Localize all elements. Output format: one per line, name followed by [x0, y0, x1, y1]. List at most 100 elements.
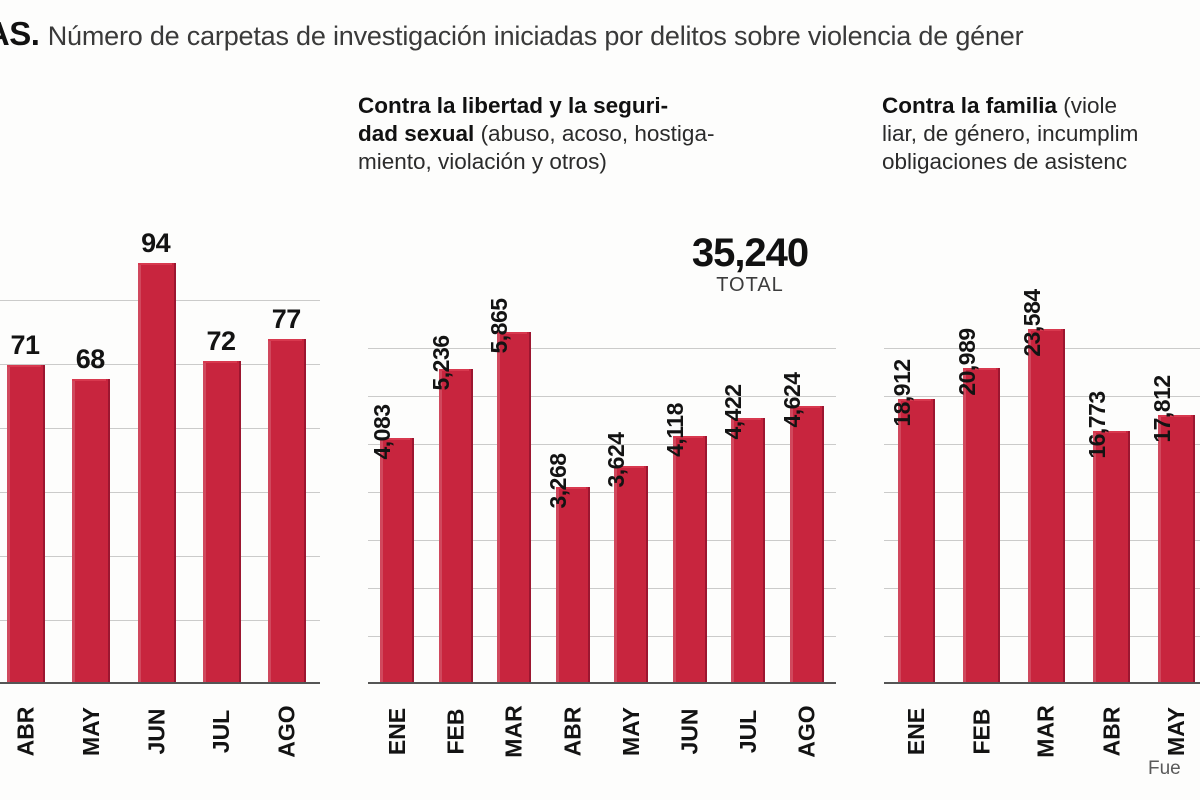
- bar-item[interactable]: 77: [255, 236, 320, 682]
- gridline: [368, 492, 836, 493]
- bar-item[interactable]: 3,624: [602, 300, 661, 682]
- x-axis-label-cell: JUL: [189, 684, 254, 774]
- x-axis-label-cell: ABR: [0, 684, 59, 774]
- bar[interactable]: 72: [203, 326, 241, 682]
- column-heading-1: Contra la libertad y la seguri- dad sexu…: [358, 92, 828, 176]
- chart-libertad-seguridad-sexual: 4,083 5,236 5,865 3,268 3,624 4,118 4,422 4,624…: [368, 298, 837, 758]
- headline: TADAS. Número de carpetas de investigaci…: [0, 14, 1200, 56]
- bar-item[interactable]: 16,773: [1079, 300, 1144, 682]
- bar[interactable]: 77: [268, 304, 307, 682]
- x-axis-label-cell: JUN: [661, 684, 720, 774]
- bar[interactable]: 18,912: [889, 359, 936, 682]
- gridline: [368, 588, 836, 589]
- bar[interactable]: 3,268: [545, 453, 590, 682]
- total-number: 35,240: [691, 231, 809, 275]
- bar-value-label: 20,989: [953, 327, 980, 396]
- x-axis-label: AGO: [793, 705, 820, 758]
- bar-item[interactable]: 17,812: [1144, 300, 1200, 682]
- headline-strong: TADAS.: [0, 15, 40, 52]
- bar-item[interactable]: 71: [0, 236, 59, 682]
- chart-contra-la-familia: 18,91220,98923,58416,77317,81221,212ENEF…: [884, 289, 1200, 758]
- bar[interactable]: 3,624: [603, 432, 649, 682]
- bar-group: 4,083 5,236 5,865 3,268 3,624 4,118 4,422 4,624: [368, 298, 837, 682]
- gridline: [368, 396, 836, 397]
- bar[interactable]: 5,236: [428, 336, 473, 682]
- x-axis-label: JUN: [676, 708, 703, 755]
- bar[interactable]: 4,083: [369, 405, 415, 682]
- headline-subtitle: Número de carpetas de investigación inic…: [47, 21, 1024, 51]
- bar-value-label: 18,912: [888, 359, 915, 427]
- bar-value-label: 68: [75, 343, 106, 374]
- bar-value-label: 17,812: [1148, 375, 1175, 443]
- column-heading-1-line2-rest: (abuso, acoso, hostiga-: [474, 121, 715, 146]
- x-axis-label: FEB: [442, 708, 469, 755]
- bar-item[interactable]: 4,083: [368, 300, 427, 682]
- x-axis-line: [368, 682, 836, 684]
- bar-value-label: 23,584: [1018, 289, 1045, 357]
- bar-item[interactable]: 20,989: [949, 300, 1014, 682]
- bar[interactable]: 17,812: [1149, 375, 1196, 682]
- x-axis-label-cell: FEB: [427, 684, 486, 774]
- x-axis-label: ABR: [559, 706, 586, 757]
- gridline: [368, 444, 836, 445]
- column-heading-1-line1: Contra la libertad y la seguri-: [358, 93, 669, 118]
- bar-item[interactable]: 72: [189, 236, 254, 682]
- column-heading-1-line2-bold: dad sexual: [358, 121, 475, 146]
- x-axis-label-cell: MAY: [602, 684, 661, 774]
- x-axis-line: [884, 682, 1200, 684]
- bar-item[interactable]: 4,624: [778, 300, 837, 682]
- column-heading-2-line1-rest: (viole: [1057, 93, 1118, 118]
- bar-item[interactable]: 23,584: [1014, 289, 1079, 682]
- x-axis-label: JUN: [143, 708, 170, 755]
- bar-item[interactable]: 4,118: [661, 300, 720, 682]
- bar[interactable]: 68: [72, 344, 111, 682]
- bar[interactable]: 5,865: [486, 298, 532, 682]
- bar[interactable]: 4,422: [720, 385, 766, 682]
- x-axis-label: ABR: [1098, 706, 1124, 757]
- bar[interactable]: 4,624: [779, 372, 824, 682]
- x-axis-label-cell: MAY: [59, 684, 124, 774]
- gridline: [368, 540, 836, 541]
- x-axis-label-cell: ENE: [884, 684, 949, 774]
- column-heading-1-line3: miento, violación y otros): [358, 149, 607, 174]
- bar-value-label: 71: [10, 330, 40, 361]
- total-label: TOTAL: [716, 274, 784, 296]
- x-axis-label-cell: FEB: [949, 684, 1014, 774]
- bar-item[interactable]: 4,422: [719, 300, 778, 682]
- plot-area-2: 18,91220,98923,58416,77317,81221,212ENEF…: [884, 289, 1200, 758]
- bar-item[interactable]: 18,912: [884, 300, 949, 682]
- column-heading-2-line2: liar, de género, incumplim: [882, 121, 1139, 146]
- bar[interactable]: 16,773: [1084, 391, 1131, 682]
- x-axis-line: [0, 682, 320, 684]
- bar-item[interactable]: 94: [124, 228, 189, 682]
- plot-area-1: 4,083 5,236 5,865 3,268 3,624 4,118 4,422 4,624…: [368, 298, 837, 758]
- bar-item[interactable]: 5,865: [485, 298, 544, 682]
- bar[interactable]: 20,989: [954, 328, 1001, 682]
- x-axis-label: ENE: [383, 707, 410, 756]
- x-axis-label: ENE: [902, 707, 929, 756]
- bar-item[interactable]: 5,236: [427, 300, 486, 682]
- chart-contra-la-vida: 87168947277MARABRMAYJUNJULAGO: [0, 228, 320, 758]
- bar-value-label: 94: [141, 227, 171, 258]
- bar-value-label: 4,624: [778, 372, 805, 428]
- x-axis-label-cell: JUN: [124, 684, 189, 774]
- bar[interactable]: 94: [137, 228, 176, 682]
- bar-value-label: 5,236: [427, 335, 454, 392]
- total-badge: 35,240 TOTAL: [660, 232, 840, 296]
- bar-value-label: 3,624: [603, 432, 630, 488]
- bar-item[interactable]: 3,268: [544, 300, 603, 682]
- source-note: Fue: [1148, 758, 1181, 779]
- bar-value-label: 3,268: [544, 453, 571, 509]
- bar-group: 87168947277: [0, 228, 320, 682]
- x-axis-label-cell: AGO: [778, 684, 837, 774]
- x-axis-label-cell: MAR: [1014, 684, 1079, 774]
- x-axis-label: MAY: [617, 707, 644, 756]
- bar-value-label: 77: [271, 303, 302, 334]
- bar[interactable]: 71: [7, 330, 45, 682]
- bar[interactable]: 23,584: [1019, 289, 1066, 682]
- bar-item[interactable]: 68: [59, 236, 124, 682]
- gridline: [368, 636, 836, 637]
- bar[interactable]: 4,118: [662, 403, 707, 682]
